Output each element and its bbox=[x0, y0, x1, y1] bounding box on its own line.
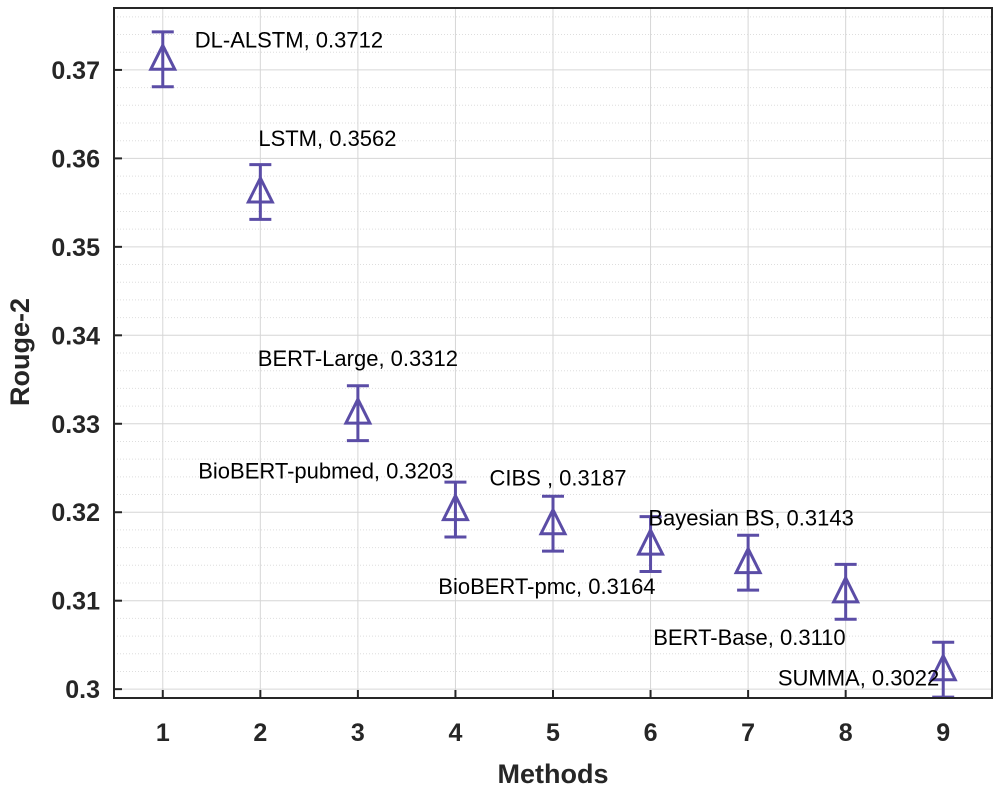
data-label: DL-ALSTM, 0.3712 bbox=[195, 27, 383, 52]
y-tick-label: 0.34 bbox=[51, 322, 100, 350]
data-point bbox=[441, 480, 470, 539]
x-tick-label: 4 bbox=[448, 719, 462, 747]
x-tick-label: 5 bbox=[546, 719, 560, 747]
axes-box bbox=[113, 7, 993, 699]
triangle-marker bbox=[343, 395, 373, 425]
x-tick-label: 6 bbox=[644, 719, 658, 747]
y-tick-label: 0.37 bbox=[51, 57, 100, 85]
y-axis-title: Rouge-2 bbox=[5, 298, 35, 406]
data-label: CIBS , 0.3187 bbox=[490, 466, 627, 491]
data-markers bbox=[148, 30, 958, 699]
x-tick-label: 2 bbox=[253, 719, 267, 747]
data-point bbox=[636, 515, 665, 573]
triangle-marker bbox=[245, 174, 275, 204]
data-point bbox=[343, 384, 373, 443]
grid bbox=[114, 8, 992, 698]
y-tick-label: 0.31 bbox=[51, 588, 100, 616]
y-tick-label: 0.33 bbox=[51, 411, 100, 439]
data-label: BERT-Base, 0.3110 bbox=[653, 625, 845, 650]
data-label: BioBERT-pubmed, 0.3203 bbox=[198, 459, 453, 484]
y-tick-label: 0.32 bbox=[51, 499, 100, 527]
x-axis-title: Methods bbox=[498, 759, 609, 789]
x-tick-label: 7 bbox=[741, 719, 755, 747]
data-label: SUMMA, 0.3022 bbox=[778, 666, 939, 691]
data-point bbox=[245, 163, 275, 221]
y-tick-label: 0.36 bbox=[51, 145, 100, 173]
triangle-marker bbox=[148, 41, 178, 71]
x-tick-label: 8 bbox=[839, 719, 853, 747]
data-label: LSTM, 0.3562 bbox=[258, 126, 396, 151]
data-label: BERT-Large, 0.3312 bbox=[258, 346, 458, 371]
triangle-marker bbox=[636, 526, 665, 556]
triangle-marker bbox=[831, 574, 861, 604]
data-label: Bayesian BS, 0.3143 bbox=[648, 506, 853, 531]
triangle-marker bbox=[441, 492, 470, 522]
triangle-marker bbox=[928, 652, 958, 682]
x-tick-label: 9 bbox=[936, 719, 950, 747]
y-tick-label: 0.3 bbox=[65, 676, 100, 704]
x-tick-label: 3 bbox=[351, 719, 365, 747]
data-labels: DL-ALSTM, 0.3712 LSTM, 0.3562 BERT-Large, … bbox=[195, 27, 939, 690]
data-label: BioBERT-pmc, 0.3164 bbox=[438, 574, 655, 599]
data-point bbox=[831, 562, 861, 621]
x-tick-label: 1 bbox=[156, 719, 170, 747]
x-tick-labels: 1 2 3 4 5 6 7 8 9 bbox=[156, 719, 950, 747]
data-point bbox=[148, 30, 178, 89]
data-point bbox=[538, 494, 568, 553]
triangle-marker bbox=[733, 545, 763, 575]
data-point bbox=[733, 533, 763, 592]
triangle-marker bbox=[538, 506, 568, 536]
y-tick-labels: 0.3 0.31 0.32 0.33 0.34 0.35 0.36 0.37 bbox=[51, 57, 100, 704]
y-tick-label: 0.35 bbox=[51, 234, 100, 262]
